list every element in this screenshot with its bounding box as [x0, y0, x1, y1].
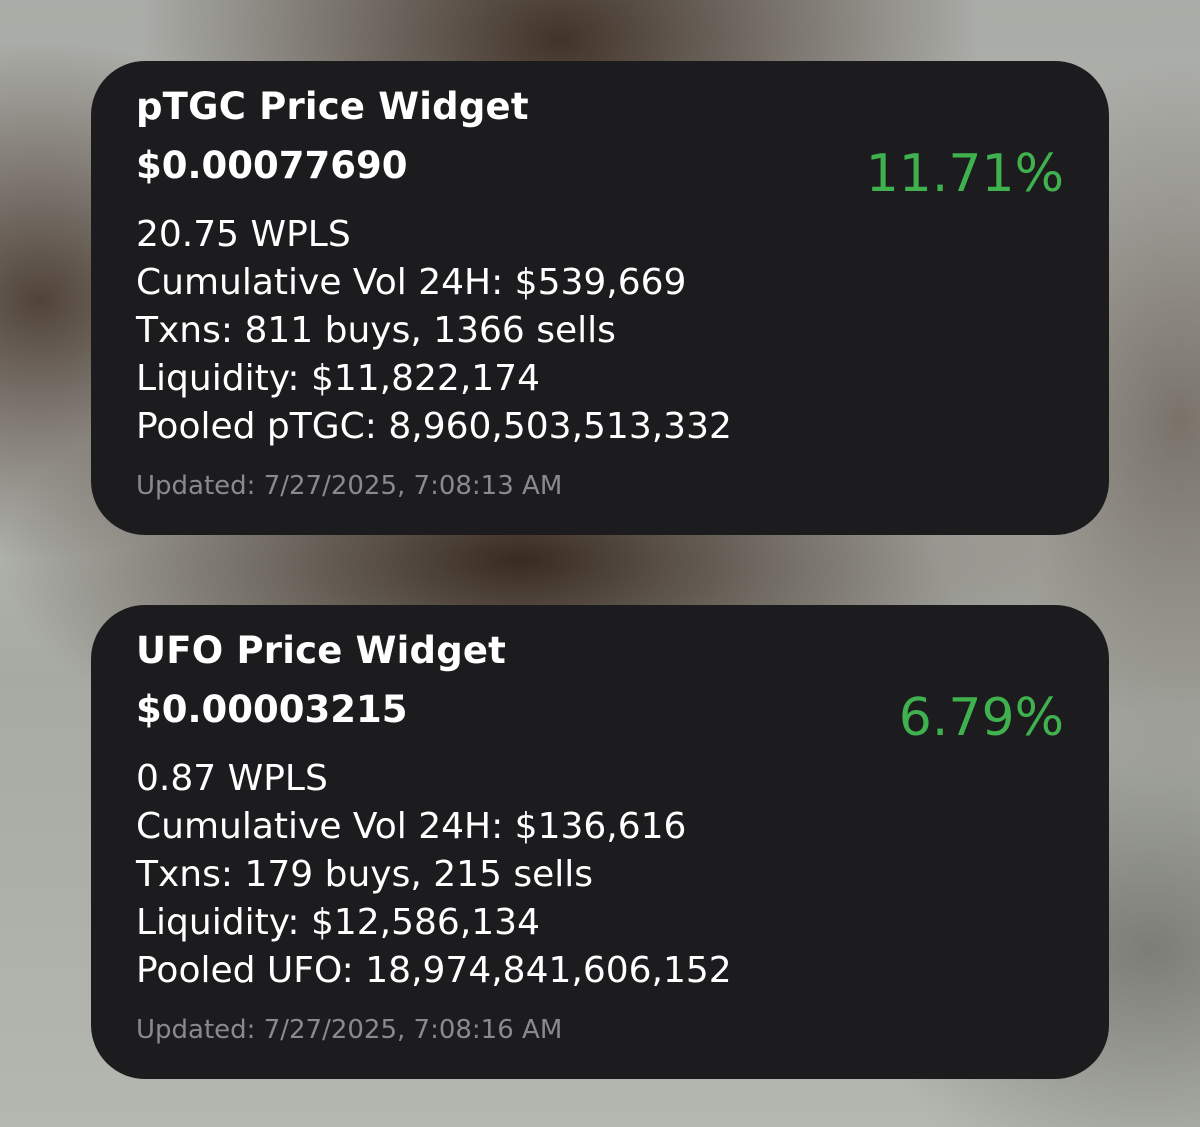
stat-wpls-price: 20.75 WPLS	[136, 214, 351, 255]
ufo-price-widget[interactable]: UFO Price Widget $0.00003215 6.79% 0.87 …	[91, 605, 1109, 1079]
stat-liquidity: Liquidity: $11,822,174	[136, 358, 540, 399]
widget-price: $0.00003215	[136, 688, 408, 731]
stat-liquidity: Liquidity: $12,586,134	[136, 902, 540, 943]
stat-transactions: Txns: 179 buys, 215 sells	[136, 854, 594, 895]
widget-title: UFO Price Widget	[136, 629, 507, 672]
widget-percent-change: 11.71%	[865, 144, 1064, 204]
widget-updated-timestamp: Updated: 7/27/2025, 7:08:13 AM	[136, 471, 563, 501]
widget-updated-timestamp: Updated: 7/27/2025, 7:08:16 AM	[136, 1015, 563, 1045]
widget-title: pTGC Price Widget	[136, 85, 529, 128]
widget-stats-list: 0.87 WPLS Cumulative Vol 24H: $136,616 T…	[136, 755, 732, 995]
widget-stats-list: 20.75 WPLS Cumulative Vol 24H: $539,669 …	[136, 211, 732, 451]
stat-pooled-tokens: Pooled UFO: 18,974,841,606,152	[136, 950, 732, 991]
widget-price: $0.00077690	[136, 144, 408, 187]
stat-transactions: Txns: 811 buys, 1366 sells	[136, 310, 616, 351]
stat-pooled-tokens: Pooled pTGC: 8,960,503,513,332	[136, 406, 732, 447]
stat-wpls-price: 0.87 WPLS	[136, 758, 328, 799]
ptgc-price-widget[interactable]: pTGC Price Widget $0.00077690 11.71% 20.…	[91, 61, 1109, 535]
widget-percent-change: 6.79%	[898, 688, 1064, 748]
stat-cumulative-volume: Cumulative Vol 24H: $539,669	[136, 262, 687, 303]
stat-cumulative-volume: Cumulative Vol 24H: $136,616	[136, 806, 687, 847]
